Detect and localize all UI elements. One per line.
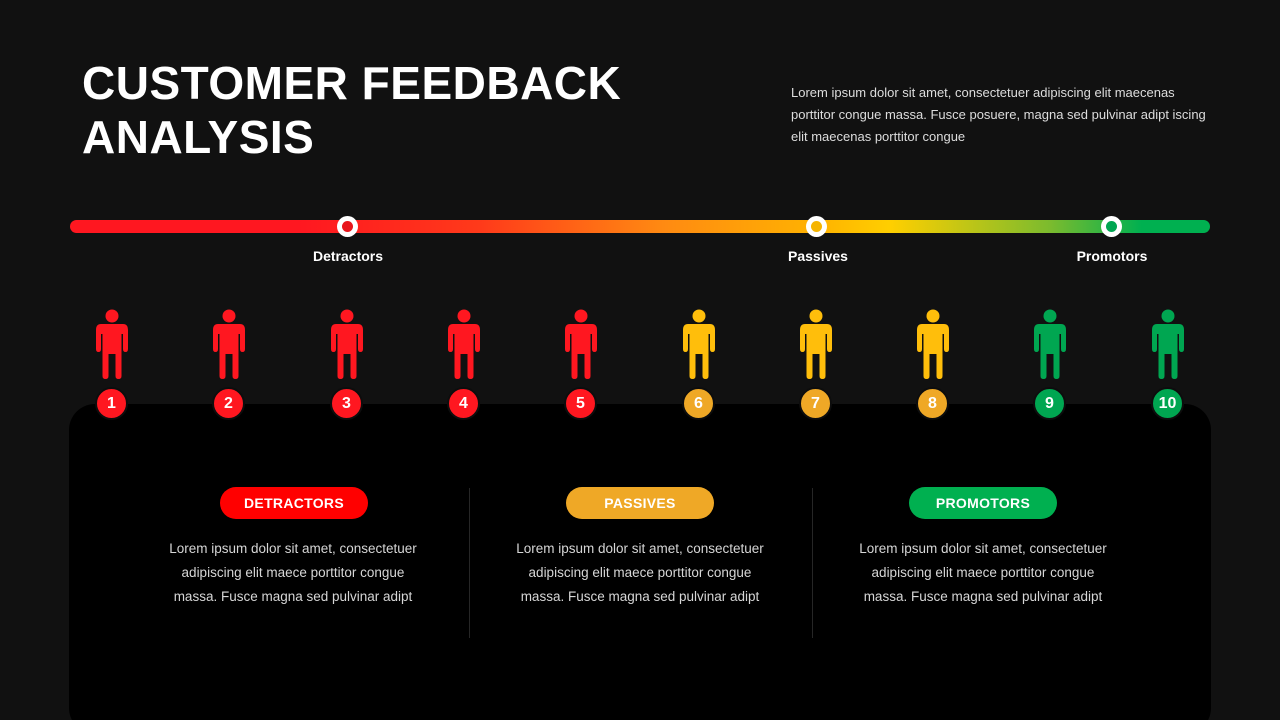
marker-promotors (1101, 216, 1122, 237)
person-promotors-icon (1030, 308, 1070, 380)
score-badge-4: 4 (447, 387, 480, 420)
passives-pill: PASSIVES (566, 487, 714, 519)
score-badge-5: 5 (564, 387, 597, 420)
marker-label-detractors: Detractors (312, 248, 384, 264)
score-badge-10: 10 (1151, 387, 1184, 420)
title-line-1: CUSTOMER FEEDBACK (82, 57, 622, 109)
person-promotors-icon (1148, 308, 1188, 380)
category-panel (69, 404, 1211, 720)
marker-promotors-dot (1106, 221, 1117, 232)
score-badge-2: 2 (212, 387, 245, 420)
marker-label-promotors: Promotors (1076, 248, 1148, 264)
title-line-2: ANALYSIS (82, 111, 315, 163)
score-badge-7: 7 (799, 387, 832, 420)
person-detractors-icon (92, 308, 132, 380)
divider-2 (812, 488, 813, 638)
intro-paragraph: Lorem ipsum dolor sit amet, consectetuer… (791, 85, 1206, 144)
score-gradient-bar (70, 220, 1210, 233)
score-badge-9: 9 (1033, 387, 1066, 420)
detractors-pill: DETRACTORS (220, 487, 368, 519)
divider-1 (469, 488, 470, 638)
marker-passives (806, 216, 827, 237)
marker-detractors (337, 216, 358, 237)
person-passives-icon (796, 308, 836, 380)
score-badge-6: 6 (682, 387, 715, 420)
score-badge-1: 1 (95, 387, 128, 420)
person-detractors-icon (561, 308, 601, 380)
passives-description: Lorem ipsum dolor sit amet, consectetuer… (516, 541, 764, 604)
marker-label-passives: Passives (788, 248, 848, 264)
score-badge-3: 3 (330, 387, 363, 420)
marker-detractors-dot (342, 221, 353, 232)
page-title: CUSTOMER FEEDBACK ANALYSIS (82, 56, 621, 164)
promotors-pill: PROMOTORS (909, 487, 1057, 519)
person-detractors-icon (327, 308, 367, 380)
person-detractors-icon (444, 308, 484, 380)
person-passives-icon (679, 308, 719, 380)
marker-passives-dot (811, 221, 822, 232)
person-detractors-icon (209, 308, 249, 380)
promotors-description: Lorem ipsum dolor sit amet, consectetuer… (859, 541, 1107, 604)
person-passives-icon (913, 308, 953, 380)
score-badge-8: 8 (916, 387, 949, 420)
detractors-description: Lorem ipsum dolor sit amet, consectetuer… (169, 541, 417, 604)
